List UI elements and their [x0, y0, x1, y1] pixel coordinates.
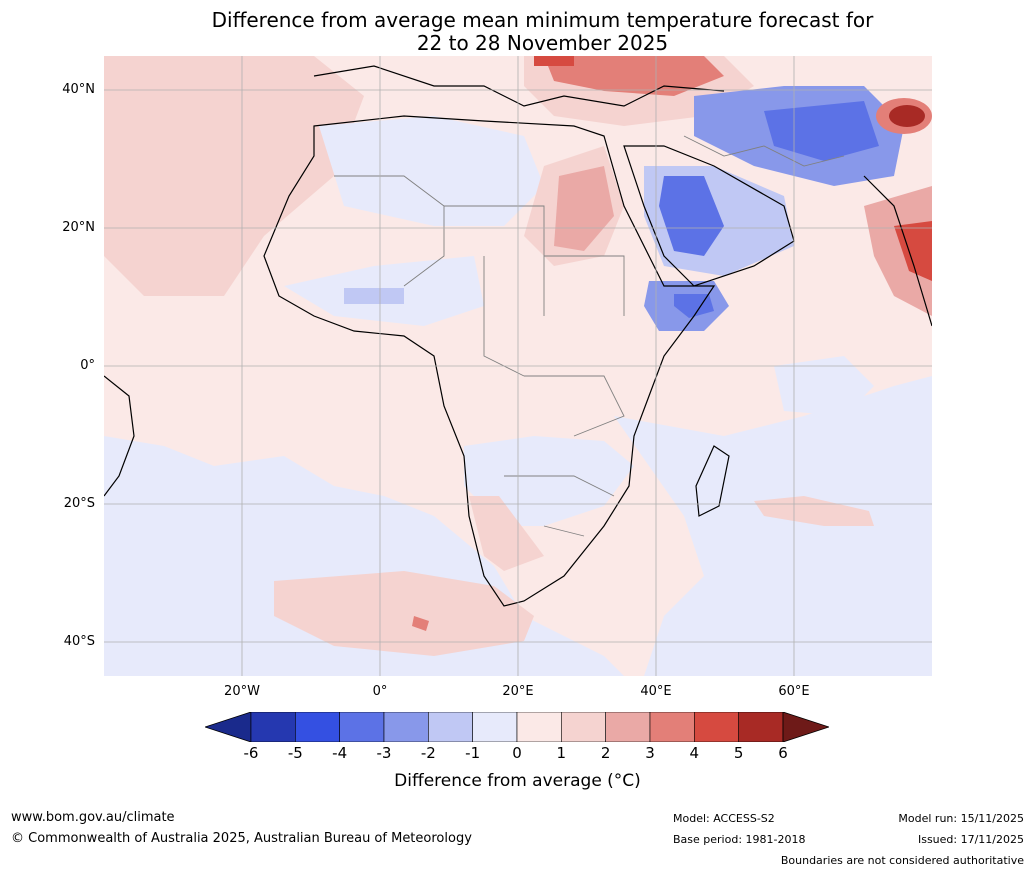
lat-label-40s: 40°S: [63, 634, 95, 649]
colorbar-tick-label: 1: [556, 744, 567, 762]
lon-label-0: 0°: [372, 684, 388, 699]
south-america-coastline: [104, 375, 135, 497]
colorbar-segment: [516, 712, 562, 742]
colorbar-title: Difference from average (°C): [394, 771, 641, 791]
colorbar-tick-label: -6: [243, 744, 259, 762]
lat-label-40n: 40°N: [62, 82, 95, 97]
india-coastline: [863, 175, 932, 327]
madagascar-coastline: [695, 445, 730, 517]
hot-core-himalaya: [889, 105, 925, 127]
colorbar-extend-min: [205, 712, 252, 742]
warm-band-south-atlantic: [274, 571, 534, 656]
warm-spot-south-atlantic: [412, 616, 429, 631]
border-south-africa: [543, 525, 585, 537]
border-congo: [524, 375, 625, 437]
colorbar-segment: [250, 712, 296, 742]
footer-base-period: Base period: 1981-2018: [673, 833, 806, 846]
lat-label-20s: 20°S: [63, 496, 95, 511]
chart-title: Difference from average mean minimum tem…: [0, 9, 1035, 55]
colorbar-tick-label: 5: [733, 744, 744, 762]
cool-region-indian-ocean: [614, 376, 932, 676]
warm-region-north-atlantic: [104, 56, 364, 296]
footer-model-run: Model run: 15/11/2025: [898, 812, 1024, 825]
lon-label-20w: 20°W: [224, 684, 260, 699]
country-borders: [334, 135, 845, 537]
cool-region-southern-africa: [464, 436, 634, 526]
colorbar-tick-label: -4: [332, 744, 348, 762]
colorbar-tick-label: -3: [376, 744, 392, 762]
border-southern-africa: [504, 475, 615, 497]
colorbar-tick-label: 6: [778, 744, 788, 762]
title-line-1: Difference from average mean minimum tem…: [211, 8, 874, 32]
colorbar-segment: [605, 712, 651, 742]
footer-issued: Issued: 17/11/2025: [917, 833, 1024, 846]
cool-core-arabia: [659, 176, 724, 256]
colorbar-tick-label: 2: [600, 744, 611, 762]
lat-label-equator: 0°: [80, 358, 95, 373]
arabia-coastline: [623, 145, 795, 287]
africa-coastline: [263, 115, 716, 607]
border-middle-east: [683, 135, 845, 167]
warm-spot-black-sea: [534, 56, 574, 66]
temperature-anomaly-map: [104, 56, 932, 676]
colorbar-segment: [738, 712, 784, 742]
warm-core-egypt: [554, 166, 614, 251]
cool-region-indian-ocean-north: [774, 356, 874, 416]
colorbar-segment: [383, 712, 429, 742]
colorbar-tick-label: 3: [645, 744, 655, 762]
footer-disclaimer: Boundaries are not considered authoritat…: [780, 854, 1024, 867]
lon-label-20e: 20°E: [502, 684, 534, 699]
colorbar-tick-label: -1: [465, 744, 481, 762]
border-central-africa: [483, 256, 525, 377]
cool-region-north-africa: [319, 116, 544, 226]
colorbar-segments: [250, 712, 784, 742]
colorbar-tick-label: 4: [689, 744, 700, 762]
colorbar-tick-label: -5: [287, 744, 303, 762]
footer-copyright: © Commonwealth of Australia 2025, Austra…: [11, 831, 472, 846]
footer-website[interactable]: www.bom.gov.au/climate: [11, 810, 175, 825]
warm-core-turkey: [544, 56, 724, 96]
colorbar-tick-label: 0: [512, 744, 522, 762]
gridlines: [104, 56, 932, 676]
lat-label-20n: 20°N: [62, 220, 95, 235]
colorbar-segment: [649, 712, 695, 742]
colorbar-extend-max: [782, 712, 829, 742]
colorbar-segment: [428, 712, 473, 742]
colorbar-segment: [561, 712, 606, 742]
border-sudan: [544, 255, 625, 316]
colorbar: [205, 712, 829, 742]
colorbar-segment: [694, 712, 739, 742]
colorbar-segment: [295, 712, 340, 742]
lon-label-60e: 60°E: [778, 684, 810, 699]
colorbar-segment: [472, 712, 518, 742]
colorbar-tick-label: -2: [420, 744, 436, 762]
border-libya-chad: [444, 205, 545, 316]
colorbar-segment: [339, 712, 385, 742]
europe-coastline: [313, 65, 725, 107]
cool-core-iran: [764, 101, 879, 161]
footer-model: Model: ACCESS-S2: [673, 812, 775, 825]
title-line-2: 22 to 28 November 2025: [416, 31, 669, 55]
lon-label-40e: 40°E: [640, 684, 672, 699]
cool-spot-west-africa: [344, 288, 404, 304]
warm-region-namibia: [469, 496, 544, 571]
warm-band-indian-ocean: [754, 496, 874, 526]
warm-region-india: [864, 186, 932, 316]
map-svg: [104, 56, 932, 676]
